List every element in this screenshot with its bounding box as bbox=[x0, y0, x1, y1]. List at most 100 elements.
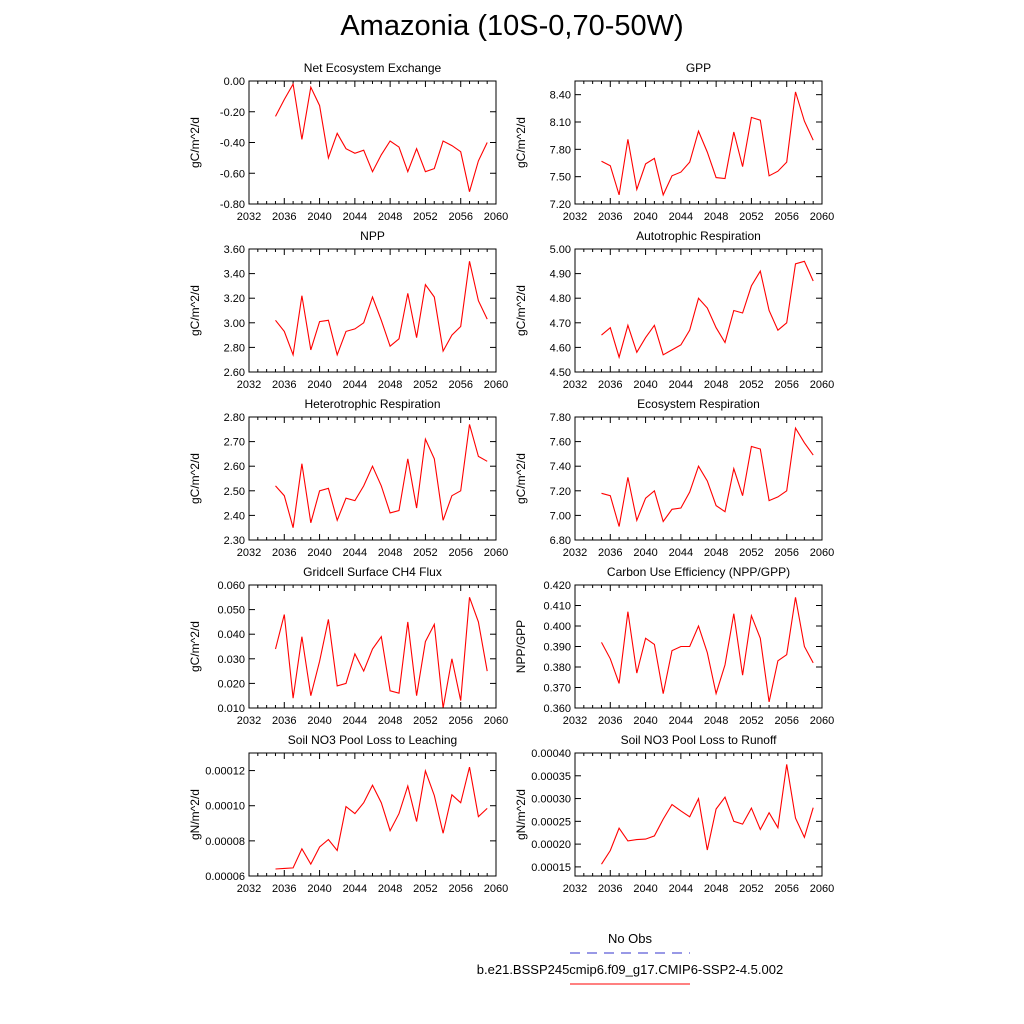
plot-frame bbox=[248, 80, 497, 205]
y-tick-label: 0.00012 bbox=[205, 766, 245, 778]
y-tick-label: 0.00030 bbox=[531, 794, 571, 806]
x-tick-label: 2032 bbox=[563, 715, 587, 727]
x-tick-label: 2056 bbox=[774, 211, 798, 223]
legend-swatch-model bbox=[570, 983, 690, 985]
x-tick-label: 2056 bbox=[448, 379, 472, 391]
legend-swatch-no-obs bbox=[570, 952, 690, 954]
plot-frame bbox=[574, 248, 823, 373]
x-tick-label: 2036 bbox=[598, 379, 622, 391]
y-tick-label: 7.20 bbox=[550, 199, 571, 211]
y-tick-label: 3.40 bbox=[224, 269, 245, 281]
x-tick-label: 2044 bbox=[343, 883, 367, 895]
x-tick-label: 2032 bbox=[237, 547, 261, 559]
x-tick-label: 2056 bbox=[448, 211, 472, 223]
x-tick-label: 2036 bbox=[598, 883, 622, 895]
x-tick-label: 2032 bbox=[563, 883, 587, 895]
panel-6: Ecosystem Respiration gC/m^2/d 2032 2036 204… bbox=[514, 397, 834, 559]
y-tick-label: 0.420 bbox=[543, 580, 571, 592]
panel-7: Gridcell Surface CH4 Flux gC/m^2/d 2032 203… bbox=[188, 565, 508, 727]
y-tick-label: -0.60 bbox=[220, 168, 245, 180]
legend-label-model: b.e21.BSSP245cmip6.f09_g17.CMIP6-SSP2-4.… bbox=[476, 962, 784, 977]
x-tick-label: 2036 bbox=[272, 547, 296, 559]
x-tick-label: 2044 bbox=[669, 883, 693, 895]
x-tick-label: 2040 bbox=[633, 547, 657, 559]
x-tick-label: 2056 bbox=[774, 547, 798, 559]
panel-9: Soil NO3 Pool Loss to Leaching gN/m^2/d 20… bbox=[188, 733, 508, 895]
x-tick-label: 2048 bbox=[704, 211, 728, 223]
x-tick-label: 2032 bbox=[237, 379, 261, 391]
x-tick-label: 2052 bbox=[739, 883, 763, 895]
y-tick-label: 3.00 bbox=[224, 318, 245, 330]
y-tick-label: 0.00025 bbox=[531, 816, 571, 828]
x-tick-label: 2044 bbox=[343, 715, 367, 727]
x-tick-label: 2060 bbox=[484, 547, 508, 559]
x-tick-label: 2048 bbox=[704, 379, 728, 391]
series-line bbox=[275, 261, 488, 357]
figure-title: Amazonia (10S-0,70-50W) bbox=[340, 10, 684, 42]
y-tick-label: 8.10 bbox=[550, 117, 571, 129]
y-tick-label: 0.00 bbox=[224, 76, 245, 88]
plot-frame bbox=[574, 584, 823, 709]
y-tick-label: 3.60 bbox=[224, 244, 245, 256]
x-tick-label: 2040 bbox=[307, 883, 331, 895]
y-tick-label: 2.70 bbox=[224, 437, 245, 449]
panel-title: Heterotrophic Respiration bbox=[304, 397, 440, 411]
x-tick-label: 2032 bbox=[237, 715, 261, 727]
x-tick-label: 2032 bbox=[563, 547, 587, 559]
x-tick-label: 2056 bbox=[774, 715, 798, 727]
x-tick-label: 2052 bbox=[413, 211, 437, 223]
y-tick-label: 2.80 bbox=[224, 412, 245, 424]
x-tick-label: 2052 bbox=[413, 883, 437, 895]
panel-title: Soil NO3 Pool Loss to Leaching bbox=[288, 733, 457, 747]
x-tick-label: 2044 bbox=[343, 379, 367, 391]
plot-frame bbox=[574, 752, 823, 877]
y-tick-label: 2.80 bbox=[224, 342, 245, 354]
x-tick-label: 2048 bbox=[704, 883, 728, 895]
plot-frame bbox=[574, 80, 823, 205]
y-tick-label: 7.00 bbox=[550, 510, 571, 522]
x-tick-label: 2060 bbox=[810, 547, 834, 559]
y-tick-label: 3.20 bbox=[224, 293, 245, 305]
series-line bbox=[601, 597, 814, 703]
y-tick-label: -0.40 bbox=[220, 138, 245, 150]
x-tick-label: 2060 bbox=[810, 715, 834, 727]
y-tick-label: 4.60 bbox=[550, 342, 571, 354]
series-line bbox=[274, 597, 488, 709]
y-axis-label: gC/m^2/d bbox=[188, 453, 202, 504]
x-tick-label: 2060 bbox=[484, 883, 508, 895]
y-axis-label: gN/m^2/d bbox=[514, 789, 528, 840]
plot-frame bbox=[248, 752, 497, 877]
y-tick-label: -0.80 bbox=[220, 199, 245, 211]
x-tick-label: 2036 bbox=[598, 715, 622, 727]
x-tick-label: 2060 bbox=[484, 379, 508, 391]
x-tick-label: 2040 bbox=[307, 715, 331, 727]
plot-frame bbox=[248, 248, 497, 373]
x-tick-label: 2048 bbox=[378, 379, 402, 391]
plot-frame bbox=[574, 416, 823, 541]
panel-title: Soil NO3 Pool Loss to Runoff bbox=[621, 733, 778, 747]
y-axis-label: gC/m^2/d bbox=[514, 453, 528, 504]
x-tick-label: 2044 bbox=[669, 379, 693, 391]
y-tick-label: 0.400 bbox=[543, 621, 571, 633]
panel-title: Net Ecosystem Exchange bbox=[304, 61, 442, 75]
x-tick-label: 2056 bbox=[448, 715, 472, 727]
y-tick-label: 4.80 bbox=[550, 293, 571, 305]
x-tick-label: 2036 bbox=[598, 547, 622, 559]
x-tick-label: 2044 bbox=[669, 715, 693, 727]
y-tick-label: 4.90 bbox=[550, 269, 571, 281]
x-tick-label: 2036 bbox=[272, 379, 296, 391]
y-tick-label: 0.360 bbox=[543, 703, 571, 715]
x-tick-label: 2044 bbox=[343, 211, 367, 223]
x-tick-label: 2036 bbox=[272, 211, 296, 223]
y-tick-label: 2.40 bbox=[224, 510, 245, 522]
x-tick-label: 2060 bbox=[484, 211, 508, 223]
y-tick-label: 7.50 bbox=[550, 172, 571, 184]
panel-1: Net Ecosystem Exchange gC/m^2/d 2032 2036 20… bbox=[188, 61, 508, 223]
x-tick-label: 2052 bbox=[739, 715, 763, 727]
y-tick-label: 0.410 bbox=[543, 601, 571, 613]
x-tick-label: 2056 bbox=[448, 883, 472, 895]
y-tick-label: 0.00020 bbox=[531, 839, 571, 851]
x-tick-label: 2032 bbox=[237, 211, 261, 223]
panel-5: Heterotrophic Respiration gC/m^2/d 2032 203… bbox=[188, 397, 508, 559]
x-tick-label: 2044 bbox=[669, 211, 693, 223]
